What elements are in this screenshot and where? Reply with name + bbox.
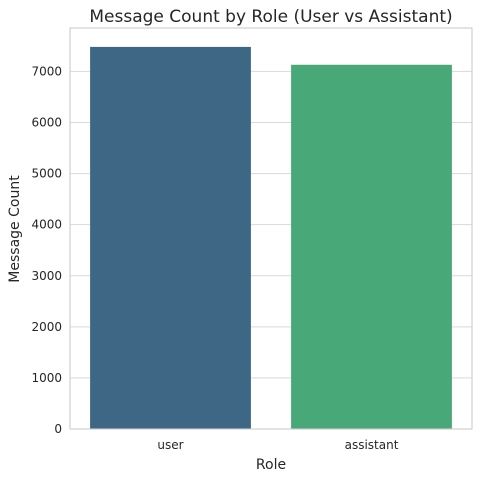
y-axis-ticks: 0 1000 2000 3000 4000 5000 6000 7000 — [31, 64, 62, 436]
y-tick-label: 5000 — [31, 167, 62, 181]
y-tick-label: 1000 — [31, 371, 62, 385]
y-axis-label: Message Count — [7, 175, 23, 283]
bars — [90, 46, 452, 430]
chart-title: Message Count by Role (User vs Assistant… — [89, 7, 452, 27]
bar-user — [90, 46, 251, 430]
y-tick-label: 0 — [54, 422, 62, 436]
y-tick-label: 6000 — [31, 116, 62, 130]
x-tick-label-user: user — [157, 438, 183, 452]
x-tick-label-assistant: assistant — [345, 438, 399, 452]
plot-frame — [69, 27, 473, 430]
bar-assistant — [291, 64, 452, 430]
x-axis-ticks: user assistant — [157, 438, 398, 452]
y-tick-label: 2000 — [31, 320, 62, 334]
y-tick-label: 3000 — [31, 269, 62, 283]
x-axis-label: Role — [256, 457, 286, 473]
y-tick-label: 7000 — [31, 64, 62, 78]
y-tick-label: 4000 — [31, 218, 62, 232]
